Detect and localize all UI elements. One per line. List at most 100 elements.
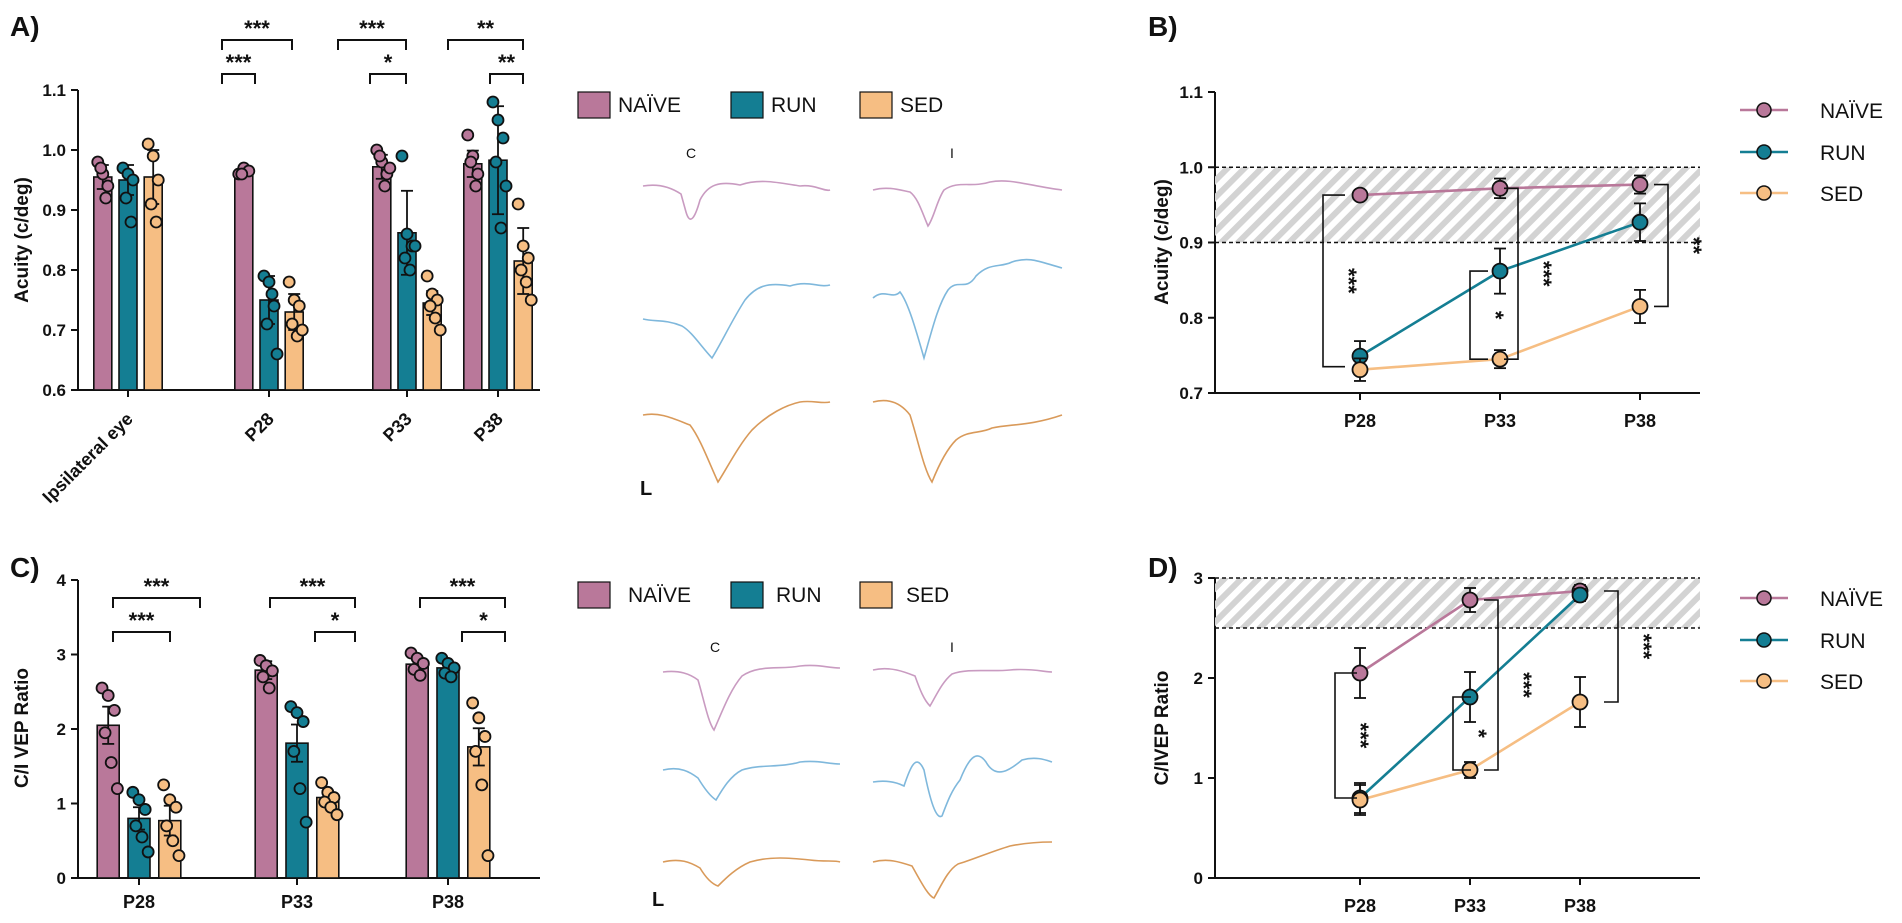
y-tick-label: 0.8 [1179, 309, 1203, 328]
trace-naive-contra [662, 664, 841, 732]
legend-label-sed: SED [1820, 671, 1863, 694]
data-point [149, 215, 163, 229]
trace-run-ipsi [872, 258, 1063, 361]
bar-naive-p38 [405, 663, 430, 879]
bracket-p28-naive-sed [1322, 194, 1345, 368]
point-naive-p28 [1351, 186, 1369, 204]
bracket-p33-run-sed [369, 73, 407, 84]
bracket-p33-naive-sed [337, 39, 407, 50]
data-point [315, 776, 329, 790]
bracket-p38-naive-sed [1604, 590, 1619, 703]
data-point [481, 849, 495, 863]
bracket-p28-naive-sed [1334, 672, 1357, 799]
bracket-p28-naive-sed [112, 597, 201, 608]
significance-label: *** [450, 574, 476, 599]
x-tick-label: P38 [432, 892, 464, 912]
data-point [491, 113, 505, 127]
y-tick-label: 0.9 [42, 201, 66, 220]
data-point [475, 778, 489, 792]
x-tick-label: P38 [470, 409, 507, 446]
legend-label-naive: NAÏVE [618, 94, 681, 117]
data-point [101, 689, 115, 702]
data-point [471, 167, 485, 181]
significance-label: *** [359, 16, 385, 41]
significance-label: *** [300, 574, 326, 599]
data-point [262, 681, 276, 695]
significance-label: * [1483, 311, 1508, 320]
vep-traces-bottom: NAÏVE RUN SED C I L [577, 581, 1053, 911]
trace-run-ipsi [872, 755, 1053, 818]
y-tick-label: 3 [57, 646, 66, 665]
data-point [166, 834, 180, 848]
point-sed-p28 [1351, 791, 1369, 809]
data-point [486, 95, 500, 109]
point-sed-p38 [1631, 298, 1649, 315]
contralateral-column-label: C [686, 145, 696, 161]
x-tick-label: P33 [281, 892, 313, 912]
data-point [101, 179, 115, 193]
legend-marker-run [1756, 144, 1772, 160]
data-point [104, 756, 118, 769]
trace-sed-ipsi [872, 841, 1053, 899]
bar-naive-p33 [371, 166, 392, 391]
significance-label: *** [1511, 672, 1536, 698]
significance-label: *** [244, 16, 270, 41]
point-naive-p33 [1461, 591, 1479, 609]
legend-marker-naive [1756, 102, 1772, 118]
point-run-p38 [1631, 213, 1649, 231]
y-tick-label: 1.0 [1179, 158, 1203, 177]
normal-range-band [1215, 578, 1700, 628]
data-point [157, 778, 171, 792]
significance-label: * [1466, 729, 1491, 738]
bracket-p33-run-sed [1469, 270, 1488, 360]
data-point [260, 317, 274, 331]
x-tick-label: Ipsilateral eye [38, 409, 136, 507]
significance-label: * [331, 608, 340, 633]
bar-naive-ipsilateral-eye [93, 176, 113, 391]
data-point [478, 730, 492, 743]
x-tick-label: P33 [1454, 896, 1486, 916]
y-tick-label: 4 [57, 571, 67, 590]
data-point [132, 793, 146, 807]
significance-label: ** [1681, 237, 1706, 255]
legend-label-sed: SED [906, 584, 949, 607]
ipsilateral-column-label: I [950, 639, 954, 655]
data-point [235, 167, 249, 181]
data-point [141, 845, 155, 859]
bracket-p38-run-sed [489, 73, 524, 84]
data-point [514, 263, 528, 277]
y-tick-label: 0.7 [1179, 384, 1203, 403]
bracket-p38-naive-sed [419, 597, 506, 608]
legend-marker-run [1756, 632, 1772, 648]
data-point [489, 155, 503, 169]
legend-marker-sed [1756, 185, 1772, 201]
data-point [287, 744, 301, 758]
panel-c-label: C) [10, 552, 40, 583]
y-tick-label: 0.6 [42, 381, 66, 400]
legend-label-sed: SED [1820, 183, 1863, 206]
data-point [400, 227, 414, 241]
data-point [413, 668, 427, 682]
significance-label: * [384, 50, 393, 75]
significance-label: *** [1631, 634, 1656, 660]
x-tick-label: P38 [1564, 896, 1596, 916]
point-naive-p38 [1631, 176, 1649, 193]
trace-sed-ipsi [872, 399, 1063, 484]
significance-label: * [479, 608, 488, 633]
bracket-p38-naive-sed [1654, 183, 1669, 308]
bracket-p33-naive-sed [1504, 187, 1519, 360]
data-point [461, 128, 475, 142]
significance-label: *** [1531, 261, 1556, 287]
legend-swatch-sed [859, 91, 893, 119]
legend-label-naive: NAÏVE [1820, 588, 1883, 611]
trace-naive-ipsi [872, 667, 1053, 708]
significance-label: *** [1348, 723, 1373, 749]
y-axis-label: Acuity (c/deg) [1152, 179, 1173, 305]
legend-d: NAÏVE RUN SED [1740, 588, 1883, 694]
data-point [403, 263, 417, 277]
x-tick-label: P28 [123, 892, 155, 912]
data-point [373, 149, 387, 163]
bar-naive-p28 [234, 171, 254, 391]
data-point [472, 711, 486, 725]
